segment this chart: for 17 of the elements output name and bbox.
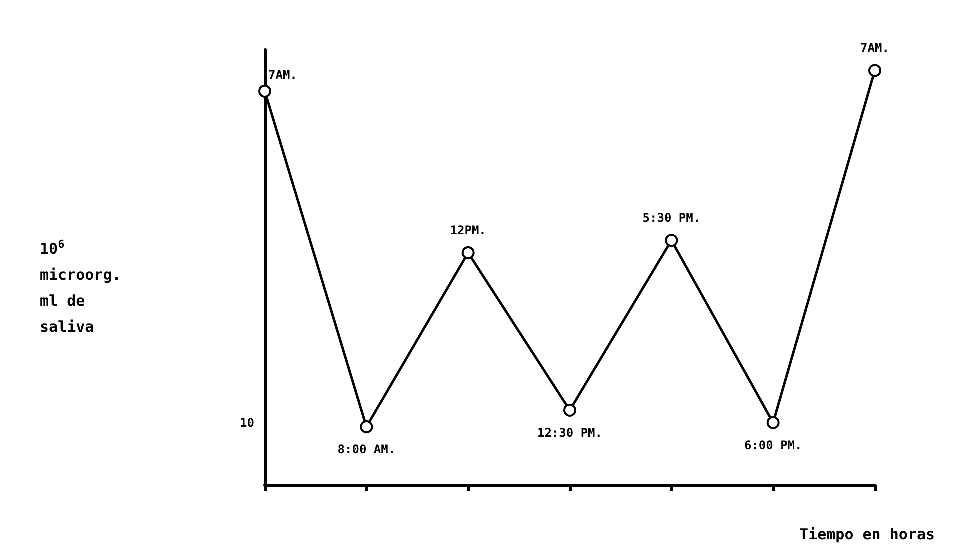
x-axis-title: Tiempo en horas	[800, 526, 936, 544]
point	[564, 404, 576, 417]
text: 10$^{6}$ microorg. ml de saliva	[40, 238, 122, 336]
annotation: 8:00 AM.	[338, 442, 396, 456]
text: 7AM.	[860, 41, 890, 56]
point	[258, 84, 272, 98]
annotation: 7AM.	[268, 68, 298, 82]
annotation: 12PM.	[450, 224, 486, 238]
point	[868, 64, 882, 78]
annotation: 12:30 PM.	[537, 426, 603, 440]
point	[462, 246, 475, 260]
annotation: 5:30 PM.	[642, 211, 701, 226]
text: 10	[240, 416, 254, 430]
annotation: 6:00 PM.	[744, 438, 802, 452]
point	[766, 416, 780, 430]
point	[360, 420, 374, 434]
point	[665, 234, 678, 248]
